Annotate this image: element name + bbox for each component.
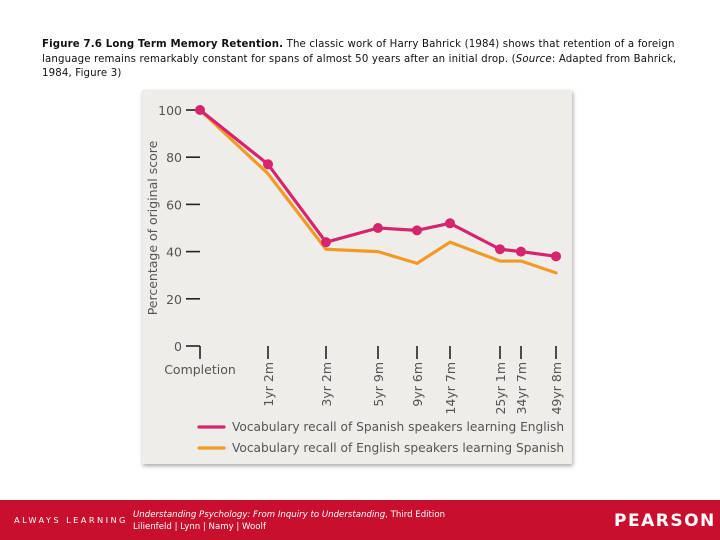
- book-edition: , Third Edition: [385, 510, 446, 520]
- y-tick-label-100: 100: [158, 103, 182, 118]
- series-0-point-0: [195, 105, 205, 115]
- x-tick-label-6: 25yr 1m: [493, 362, 508, 415]
- series-0-point-3: [373, 223, 383, 233]
- caption-source-label: Source: [515, 53, 552, 65]
- figure-caption: Figure 7.6 Long Term Memory Retention. T…: [42, 38, 687, 82]
- legend-label-1: Vocabulary recall of English speakers le…: [232, 441, 564, 455]
- book-credit: Understanding Psychology: From Inquiry t…: [133, 510, 445, 533]
- series-0-point-5: [445, 218, 455, 229]
- series-0-point-2: [321, 237, 331, 248]
- series-0-point-1: [263, 159, 273, 170]
- x-tick-label-0: Completion: [164, 362, 236, 377]
- x-tick-label-5: 14yr 7m: [443, 362, 458, 415]
- y-tick-label-60: 60: [166, 197, 182, 212]
- x-tick-label-3: 5yr 9m: [371, 362, 386, 407]
- book-authors: Lilienfeld | Lynn | Namy | Woolf: [133, 521, 266, 532]
- legend-label-0: Vocabulary recall of Spanish speakers le…: [232, 420, 564, 434]
- x-tick-label-8: 49yr 8m: [549, 362, 564, 415]
- series-0-point-7: [516, 246, 526, 257]
- always-learning-tagline: ALWAYS LEARNING: [14, 515, 128, 525]
- caption-text: The classic work of Harry Bahrick (1984)…: [42, 39, 675, 65]
- y-tick-label-40: 40: [166, 245, 182, 260]
- y-axis-title: Percentage of original score: [145, 140, 160, 315]
- y-tick-label-20: 20: [166, 292, 182, 307]
- y-tick-label-0: 0: [174, 339, 182, 354]
- x-tick-label-2: 3yr 2m: [319, 362, 334, 407]
- series-line-0: [198, 108, 558, 258]
- series-0-point-6: [495, 244, 505, 255]
- caption-source: : Adapted from Bahrick, 1984, Figure 3): [42, 53, 677, 80]
- x-tick-label-7: 34yr 7m: [514, 362, 529, 415]
- pearson-logo: PEARSON: [614, 511, 716, 531]
- x-tick-label-4: 9yr 6m: [410, 362, 425, 407]
- x-tick-label-1: 1yr 2m: [261, 362, 276, 407]
- series-line-1: [198, 108, 558, 275]
- book-title: Understanding Psychology: From Inquiry t…: [133, 510, 386, 520]
- y-tick-label-80: 80: [166, 150, 182, 165]
- footer-bar: ALWAYS LEARNING Understanding Psychology…: [0, 500, 720, 540]
- caption-lead: Figure 7.6 Long Term Memory Retention.: [42, 39, 284, 50]
- chart-card: [142, 90, 572, 464]
- series-0-point-4: [412, 225, 422, 236]
- series-0-point-8: [551, 251, 561, 262]
